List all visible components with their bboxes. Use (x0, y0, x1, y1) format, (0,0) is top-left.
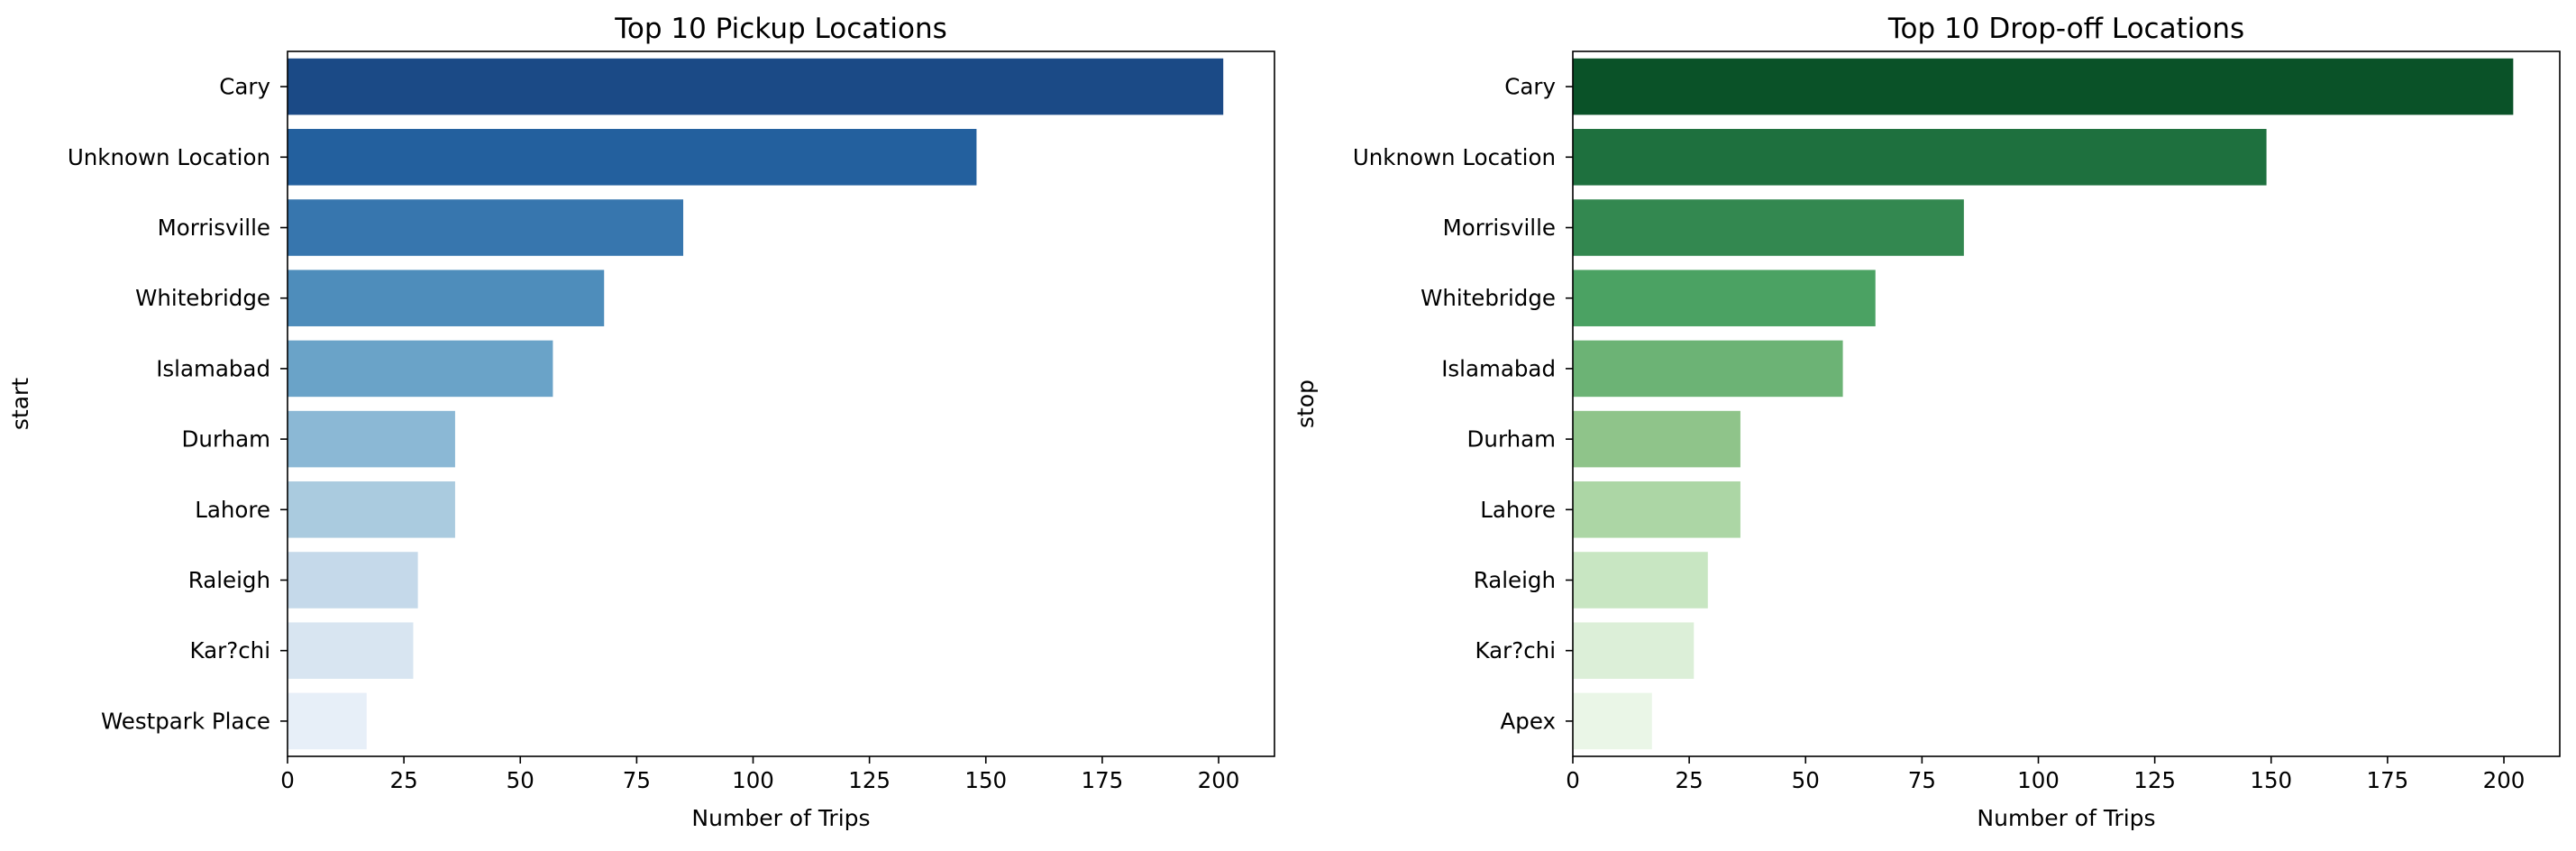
pickup-ytick-label: Morrisville (158, 215, 270, 241)
pickup-ytick-label: Unknown Location (68, 144, 270, 170)
dropoff-ytick-label: Apex (1501, 708, 1556, 734)
pickup-ytick-label: Lahore (195, 497, 270, 523)
dropoff-xtick-label: 50 (1792, 767, 1820, 793)
dropoff-y-axis-label: stop (1293, 380, 1319, 428)
pickup-chart: Cary Unknown Location Morrisville Whitebrid… (7, 13, 1275, 831)
dropoff-xtick-label: 125 (2133, 767, 2176, 793)
pickup-ytick-label: Durham (182, 426, 270, 453)
dropoff-bar (1573, 552, 1708, 609)
dropoff-ytick-label: Raleigh (1474, 567, 1556, 593)
pickup-xtick-label: 175 (1082, 767, 1124, 793)
pickup-axes-frame (287, 50, 1275, 757)
pickup-ytick-label: Cary (219, 74, 270, 100)
pickup-x-axis-label: Number of Trips (691, 805, 870, 831)
dropoff-bar (1573, 481, 1740, 538)
pickup-chart-title: Top 10 Pickup Locations (614, 13, 947, 45)
dropoff-xtick-label: 100 (2017, 767, 2060, 793)
dropoff-ytick-label: Islamabad (1441, 355, 1556, 381)
pickup-ytick-label: Westpark Place (101, 708, 270, 734)
pickup-xtick-label: 150 (964, 767, 1007, 793)
pickup-bar (288, 58, 1224, 115)
dropoff-ytick-label: Kar?chi (1475, 637, 1556, 663)
dropoff-x-axis-label: Number of Trips (1977, 805, 2155, 831)
pickup-ytick-label: Raleigh (188, 567, 270, 593)
pickup-bar (288, 199, 684, 256)
dropoff-xtick-label: 150 (2250, 767, 2292, 793)
dropoff-bar (1573, 270, 1876, 326)
dropoff-ytick-label: Cary (1504, 74, 1556, 100)
pickup-ytick-label: Kar?chi (189, 637, 270, 663)
dropoff-ytick-label: Whitebridge (1420, 285, 1556, 311)
dropoff-xtick-label: 200 (2483, 767, 2526, 793)
dropoff-bar (1573, 340, 1843, 398)
pickup-xtick-label: 75 (623, 767, 651, 793)
pickup-xtick-label: 25 (390, 767, 418, 793)
dropoff-bar (1573, 692, 1652, 750)
dropoff-xtick-label: 0 (1566, 767, 1580, 793)
pickup-bar (288, 410, 455, 468)
dropoff-bar (1573, 129, 2267, 186)
dropoff-axes-frame (1572, 50, 2561, 757)
dropoff-ytick-label: Durham (1467, 426, 1556, 453)
dropoff-bar (1573, 410, 1740, 468)
pickup-bar (288, 552, 418, 609)
pickup-ytick-label: Whitebridge (135, 285, 270, 311)
dropoff-bar (1573, 622, 1694, 679)
pickup-ytick-label: Islamabad (156, 355, 270, 381)
pickup-bar (288, 270, 605, 326)
pickup-y-axis-label: start (7, 378, 33, 430)
pickup-bar (288, 129, 977, 186)
dropoff-chart: Cary Unknown Location Morrisville Whitebrid… (1293, 13, 2561, 831)
dropoff-ytick-label: Lahore (1480, 497, 1556, 523)
pickup-xtick-label: 0 (280, 767, 295, 793)
pickup-xtick-label: 100 (732, 767, 774, 793)
pickup-bar (288, 481, 455, 538)
dropoff-chart-title: Top 10 Drop-off Locations (1887, 13, 2244, 45)
pickup-xtick-label: 200 (1198, 767, 1240, 793)
dropoff-bar (1573, 58, 2514, 115)
dropoff-xtick-label: 25 (1676, 767, 1704, 793)
pickup-bar (288, 340, 553, 398)
pickup-bar (288, 622, 414, 679)
dropoff-xtick-label: 75 (1908, 767, 1936, 793)
dropoff-ytick-label: Morrisville (1443, 215, 1556, 241)
pickup-xtick-label: 125 (848, 767, 891, 793)
pickup-xtick-label: 50 (507, 767, 534, 793)
dropoff-ytick-label: Unknown Location (1353, 144, 1556, 170)
dropoff-bar (1573, 199, 1964, 256)
dropoff-xtick-label: 175 (2367, 767, 2409, 793)
pickup-bar (288, 692, 367, 750)
